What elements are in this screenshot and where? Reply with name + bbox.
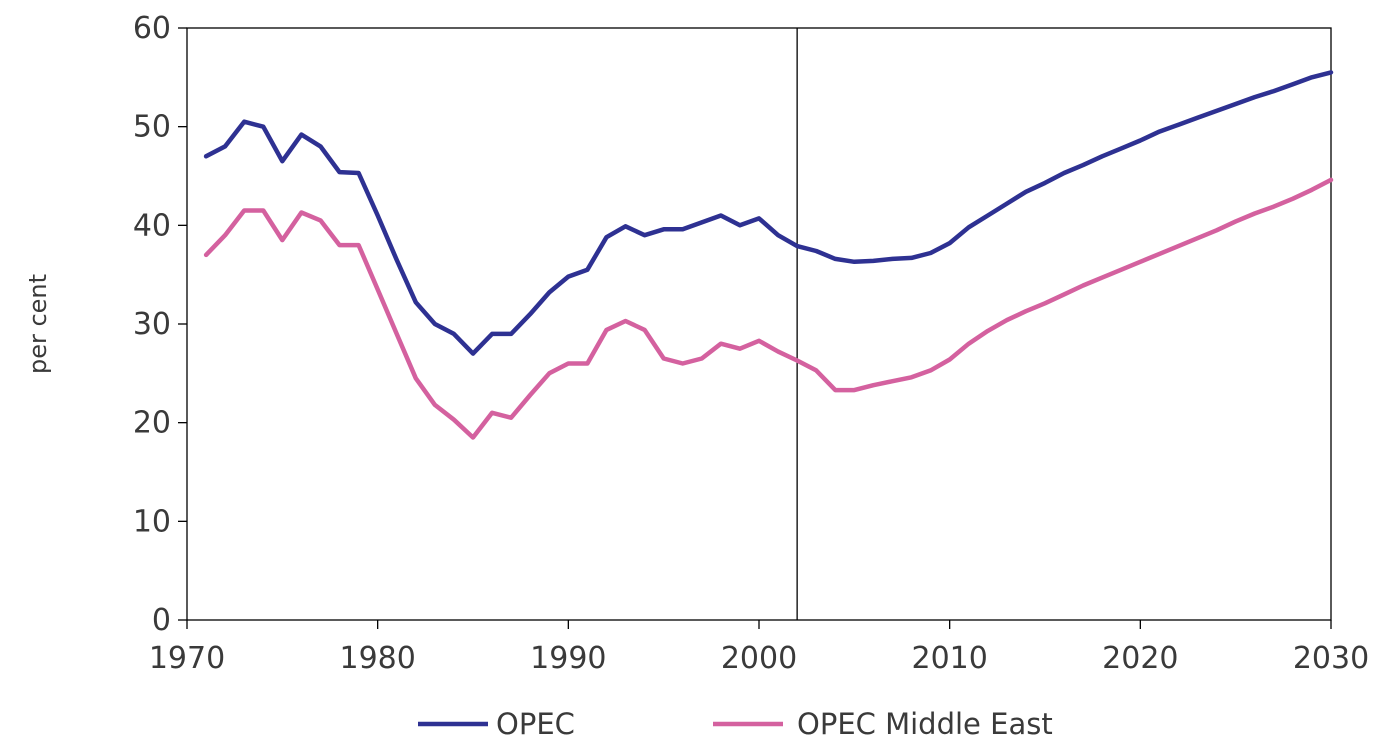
- x-tick-label: 2010: [911, 641, 987, 676]
- series-lines: [203, 70, 1334, 440]
- y-axis-title: per cent: [24, 274, 52, 374]
- y-axis: 0 10 20 30 40 50 60: [133, 11, 187, 638]
- y-tick-label: 20: [133, 406, 171, 441]
- y-tick-label: 30: [133, 307, 171, 342]
- legend-label: OPEC: [496, 707, 575, 741]
- y-tick-label: 40: [133, 208, 171, 243]
- x-tick-label: 1970: [149, 641, 225, 676]
- series-line-opec-middle-east: [203, 177, 1334, 440]
- x-tick-label: 2020: [1102, 641, 1178, 676]
- series-line-opec: [203, 70, 1334, 356]
- x-tick-label: 2000: [721, 641, 797, 676]
- x-tick-label: 2030: [1293, 641, 1369, 676]
- legend-label: OPEC Middle East: [797, 707, 1053, 741]
- y-tick-label: 0: [152, 603, 171, 638]
- x-tick-label: 1980: [339, 641, 415, 676]
- y-tick-label: 50: [133, 110, 171, 145]
- plot-frame: [186, 27, 1332, 621]
- y-tick-label: 10: [133, 504, 171, 539]
- x-axis: 1970 1980 1990 2000 2010 2020 2030: [149, 620, 1369, 676]
- y-tick-label: 60: [133, 11, 171, 46]
- x-tick-label: 1990: [530, 641, 606, 676]
- legend: OPEC OPEC Middle East: [418, 707, 1053, 741]
